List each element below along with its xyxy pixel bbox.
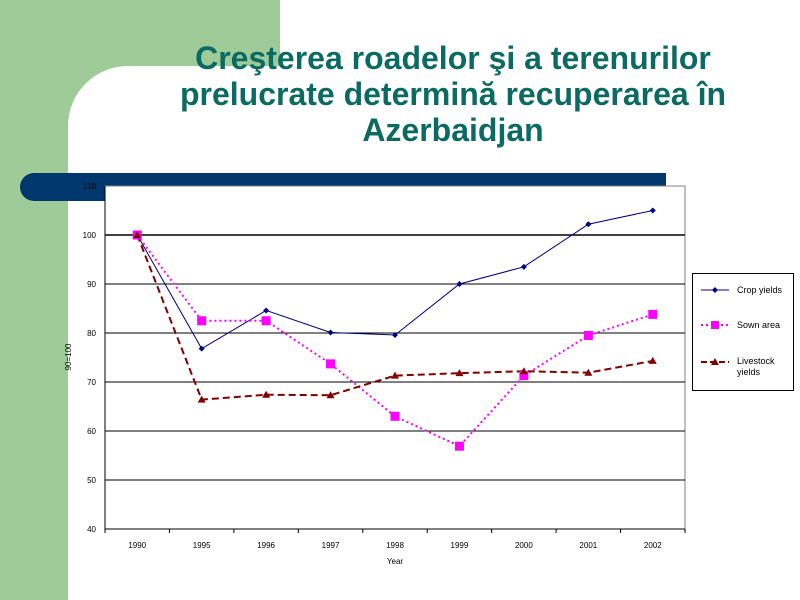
data-point-sown-area bbox=[583, 330, 593, 340]
data-point-sown-area bbox=[648, 309, 658, 319]
data-point-livestock-yields bbox=[197, 395, 206, 403]
y-tick-label: 80 bbox=[87, 329, 96, 338]
data-point-sown-area bbox=[326, 359, 336, 369]
slide-title: Creşterea roadelor şi a terenurilor prel… bbox=[130, 40, 776, 148]
data-point-sown-area bbox=[197, 316, 207, 326]
legend-item-crop-yields: Crop yields bbox=[693, 276, 793, 306]
y-tick-label: 70 bbox=[87, 378, 96, 387]
x-tick-label: 1996 bbox=[257, 541, 275, 550]
legend-label-crop-yields: Crop yields bbox=[737, 285, 783, 295]
data-point-sown-area bbox=[454, 441, 464, 451]
chart-legend: Crop yields Sown area Livestock yields bbox=[692, 273, 794, 391]
x-tick-label: 1995 bbox=[193, 541, 211, 550]
title-line-1: Creşterea roadelor şi a terenurilor bbox=[195, 40, 711, 76]
data-point-crop-yields bbox=[649, 207, 656, 214]
x-tick-label: 1999 bbox=[451, 541, 469, 550]
data-point-sown-area bbox=[519, 371, 529, 381]
plot-area bbox=[104, 185, 686, 530]
data-point-sown-area bbox=[390, 411, 400, 421]
data-point-livestock-yields bbox=[326, 391, 335, 399]
x-tick-label: 2001 bbox=[579, 541, 597, 550]
data-point-crop-yields bbox=[520, 263, 527, 270]
x-tick-label: 1997 bbox=[322, 541, 340, 550]
x-tick-label: 1990 bbox=[128, 541, 146, 550]
data-point-livestock-yields bbox=[455, 369, 464, 377]
y-tick-label: 110 bbox=[83, 182, 96, 191]
x-tick-label: 1998 bbox=[386, 541, 404, 550]
x-tick-label: 2002 bbox=[644, 541, 662, 550]
data-point-livestock-yields bbox=[391, 371, 399, 379]
y-tick-label: 50 bbox=[87, 476, 96, 485]
data-point-livestock-yields bbox=[133, 231, 142, 238]
legend-swatch-sown-area bbox=[701, 321, 729, 329]
legend-item-livestock-yields: Livestock yields bbox=[693, 350, 793, 380]
data-point-crop-yields bbox=[263, 307, 270, 314]
y-tick-label: 40 bbox=[87, 525, 96, 534]
y-tick-label: 60 bbox=[87, 427, 96, 436]
data-point-crop-yields bbox=[327, 329, 334, 336]
x-tick-label: 2000 bbox=[515, 541, 533, 550]
data-point-crop-yields bbox=[456, 281, 463, 287]
data-point-crop-yields bbox=[392, 331, 398, 338]
series-line-livestock-yields bbox=[136, 234, 653, 401]
y-axis-label: 90=100 bbox=[64, 343, 73, 370]
data-point-livestock-yields bbox=[262, 390, 271, 398]
y-tick-label: 90 bbox=[87, 280, 96, 289]
data-point-livestock-yields bbox=[519, 367, 528, 375]
y-tick-label: 100 bbox=[83, 231, 97, 240]
data-point-crop-yields bbox=[585, 221, 592, 228]
title-line-2: prelucrate determină recuperarea în bbox=[179, 76, 726, 112]
data-point-livestock-yields bbox=[584, 368, 593, 376]
data-point-crop-yields bbox=[198, 345, 205, 352]
legend-label-sown-area: Sown area bbox=[737, 320, 781, 330]
legend-swatch-livestock-yields bbox=[701, 358, 729, 365]
data-point-livestock-yields bbox=[648, 356, 657, 364]
data-point-sown-area bbox=[261, 316, 271, 326]
legend-swatch-crop-yields bbox=[701, 287, 729, 293]
legend-item-sown-area: Sown area bbox=[693, 313, 793, 343]
x-axis-label: Year bbox=[387, 557, 404, 566]
title-line-3: Azerbaidjan bbox=[362, 112, 544, 148]
legend-label-livestock-yields: Livestock yields bbox=[737, 356, 775, 377]
